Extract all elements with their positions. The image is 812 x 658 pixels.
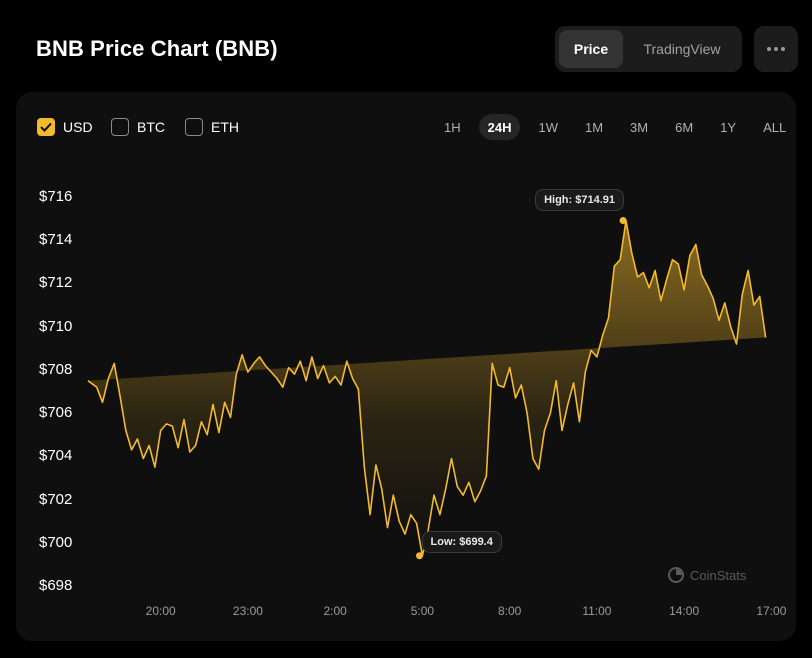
- currency-eth[interactable]: ETH: [185, 118, 239, 136]
- high-price-label: High: $714.91: [535, 188, 624, 211]
- low-price-label: Low: $699.4: [421, 530, 502, 553]
- x-tick-label: 8:00: [497, 604, 522, 618]
- currency-label: BTC: [137, 119, 165, 135]
- x-tick-label: 14:00: [669, 604, 700, 618]
- chart-card: USD BTC ETH 1H 24H 1W 1M 3M 6M 1Y ALL $7…: [16, 92, 796, 641]
- y-tick-label: $700: [39, 533, 73, 551]
- eth-checkbox[interactable]: [185, 118, 203, 136]
- timeframe-1h[interactable]: 1H: [444, 119, 461, 135]
- timeframe-all[interactable]: ALL: [763, 119, 787, 135]
- y-tick-label: $714: [39, 231, 73, 249]
- timeframe-1y[interactable]: 1Y: [720, 119, 737, 135]
- more-dots-icon: [767, 47, 771, 51]
- x-tick-label: 23:00: [232, 604, 263, 618]
- y-tick-label: $710: [39, 317, 73, 335]
- x-tick-label: 17:00: [756, 604, 787, 618]
- tab-price[interactable]: Price: [559, 30, 623, 68]
- y-tick-label: $712: [39, 274, 73, 292]
- timeframe-1m[interactable]: 1M: [584, 119, 604, 135]
- x-tick-label: 2:00: [323, 604, 347, 618]
- low-point-marker: [416, 552, 424, 560]
- checkmark-icon: [40, 122, 52, 132]
- high-point-marker: [619, 217, 627, 225]
- currency-btc[interactable]: BTC: [111, 118, 165, 136]
- watermark-text: CoinStats: [690, 567, 747, 583]
- price-chart[interactable]: [16, 92, 796, 641]
- currency-label: ETH: [211, 119, 239, 135]
- price-line: [87, 219, 767, 557]
- y-tick-label: $698: [39, 577, 73, 594]
- timeframe-1w[interactable]: 1W: [538, 119, 558, 135]
- usd-checkbox[interactable]: [37, 118, 55, 136]
- timeframe-6m[interactable]: 6M: [675, 119, 694, 135]
- y-tick-label: $706: [39, 404, 73, 422]
- more-dots-icon: [774, 47, 778, 51]
- y-tick-label: $702: [39, 490, 73, 508]
- y-tick-label: $704: [39, 447, 73, 465]
- price-area-fill: [88, 220, 766, 556]
- page-title: BNB Price Chart (BNB): [36, 36, 278, 61]
- y-tick-label: $716: [39, 188, 73, 205]
- x-tick-label: 20:00: [145, 604, 176, 618]
- more-dots-icon: [781, 47, 785, 51]
- tab-tradingview[interactable]: TradingView: [643, 41, 721, 57]
- x-tick-label: 11:00: [582, 604, 612, 618]
- btc-checkbox[interactable]: [111, 118, 129, 136]
- y-tick-label: $708: [39, 360, 73, 378]
- x-tick-label: 5:00: [410, 604, 435, 618]
- coinstats-logo-icon: [668, 567, 684, 583]
- view-toggle: Price TradingView: [555, 26, 742, 72]
- timeframe-24h[interactable]: 24H: [478, 114, 521, 140]
- watermark: CoinStats: [668, 567, 746, 583]
- timeframe-3m[interactable]: 3M: [630, 119, 649, 135]
- currency-label: USD: [63, 119, 93, 135]
- currency-usd[interactable]: USD: [37, 118, 93, 136]
- timeframe-selector: 1H 24H 1W 1M 3M 6M 1Y ALL: [435, 114, 796, 140]
- more-options-button[interactable]: [754, 26, 798, 72]
